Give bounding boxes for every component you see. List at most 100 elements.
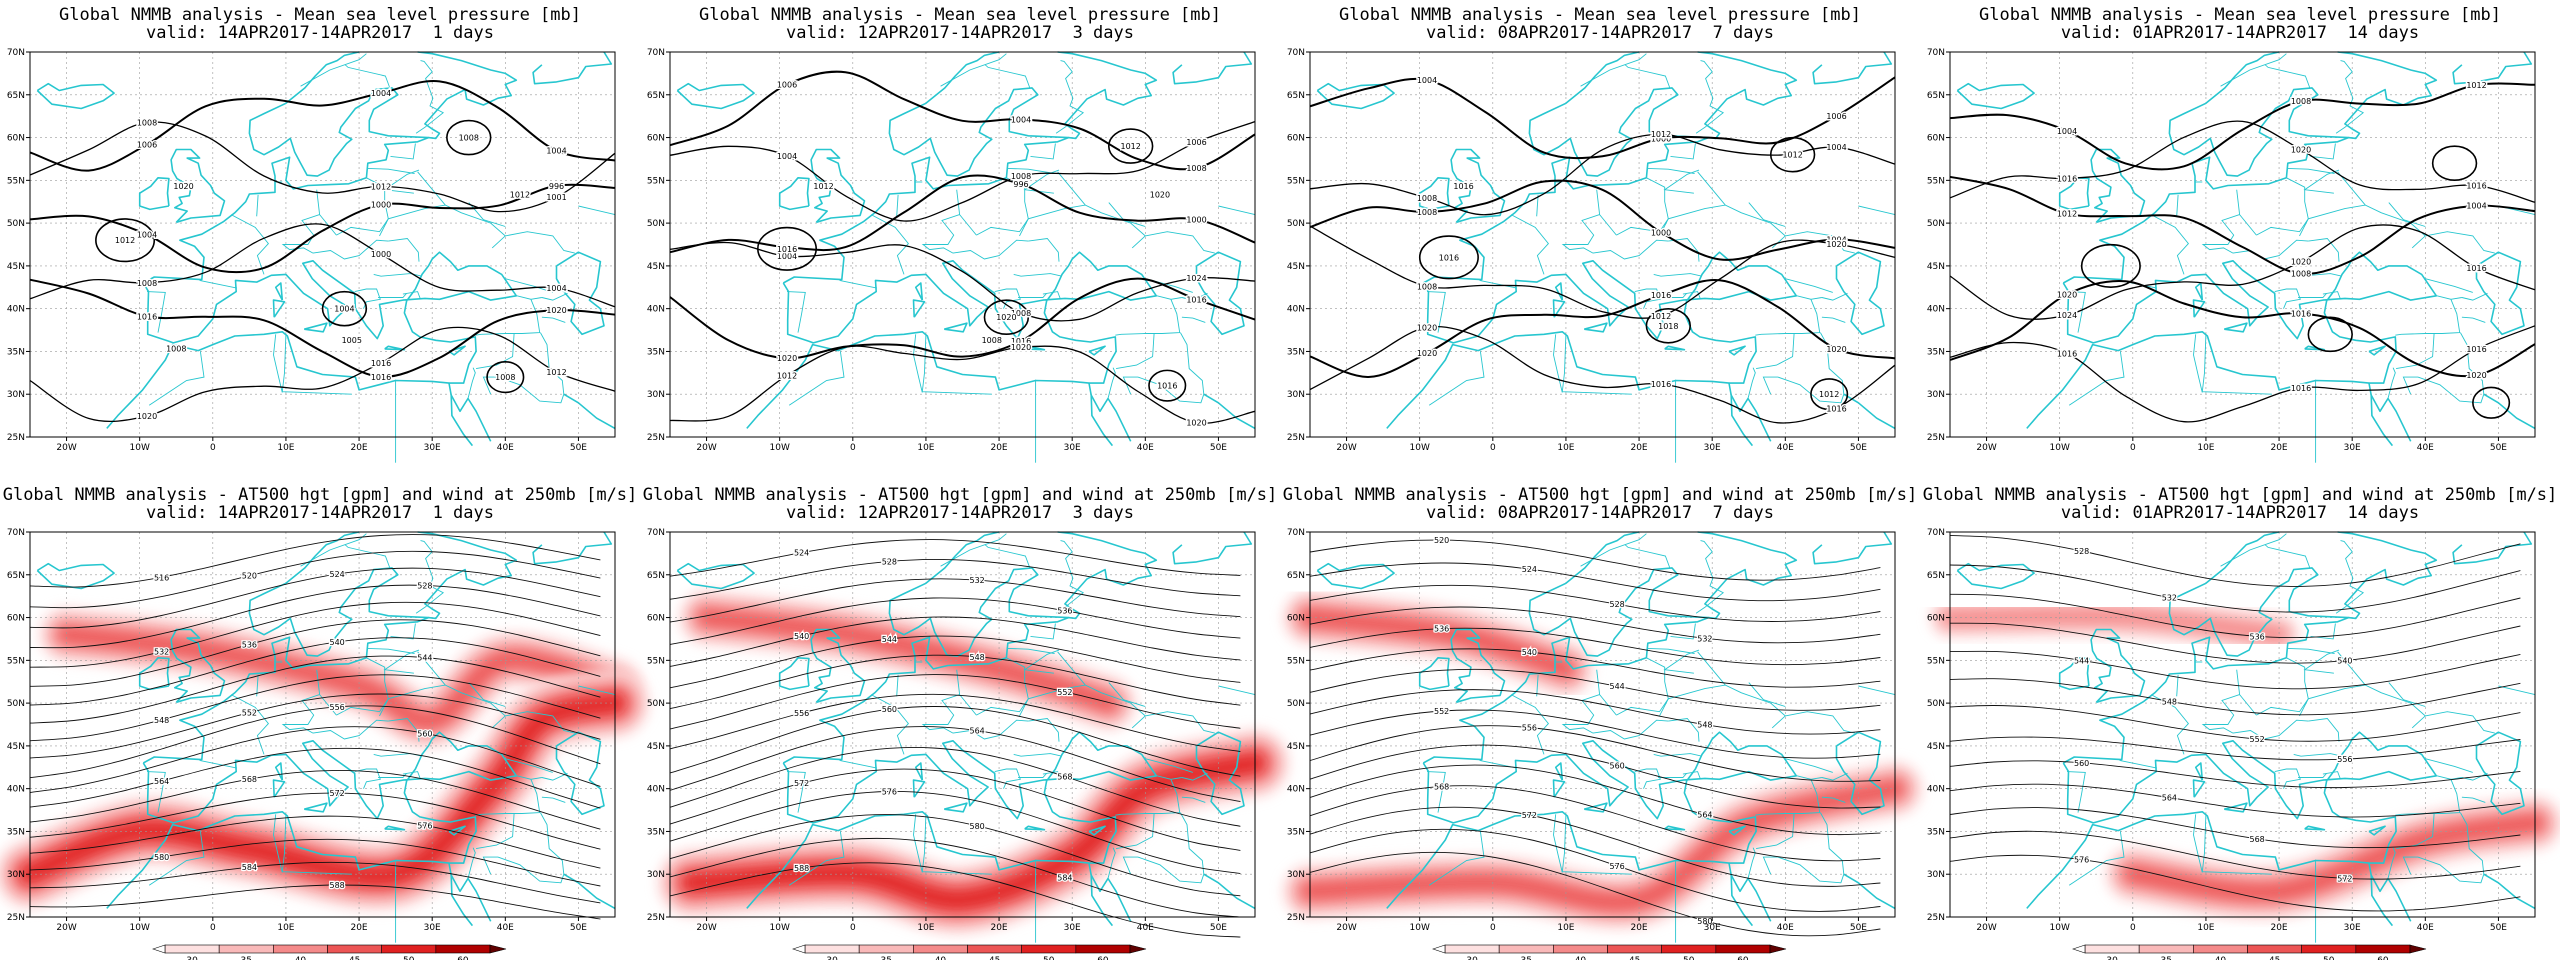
contour-label: 1020 (137, 412, 157, 421)
country-border (2461, 292, 2488, 301)
country-border (1019, 204, 1146, 249)
country-border (1785, 231, 1855, 254)
country-border (1810, 297, 1822, 300)
y-tick-label: 60N (647, 134, 665, 144)
height-contour (1309, 648, 1881, 688)
coastline (417, 51, 518, 140)
contour-label: 540 (794, 632, 809, 641)
lat-lon-grid (30, 532, 615, 917)
y-tick-label: 45N (7, 262, 25, 272)
coastline (1835, 251, 1885, 336)
coastline (106, 251, 518, 429)
colorbar-tick-label: 30 (186, 956, 198, 960)
coastline (274, 762, 284, 781)
country-border (839, 759, 877, 769)
coastline (2475, 731, 2525, 816)
colorbar-min-arrow (2072, 944, 2086, 954)
y-tick-label: 25N (647, 913, 665, 923)
country-border (2308, 718, 2340, 742)
coastline (1812, 531, 1893, 565)
y-tick-label: 60N (1287, 134, 1305, 144)
coastline (448, 345, 466, 356)
country-border (230, 694, 269, 755)
country-border (1181, 292, 1208, 301)
country-border (1116, 333, 1155, 370)
contour-labels: 516 520 524 528 532 536 540 544 548 552 556 560 564 5… (153, 569, 434, 891)
coastline (2452, 531, 2533, 565)
coastline (1664, 825, 1686, 831)
country-border (2322, 291, 2341, 300)
contour-label: 1020 (1186, 419, 1206, 428)
colorbar-swatch (858, 944, 914, 954)
height-contour (669, 726, 1241, 802)
plot-background (1950, 52, 2535, 437)
y-tick-label: 25N (7, 913, 25, 923)
contour-label: 1006 (137, 140, 157, 149)
contour-label: 560 (882, 705, 897, 714)
height-contour (1309, 606, 1881, 644)
contour-label: 1008 (1011, 172, 1031, 181)
country-border (959, 214, 977, 236)
country-border (1180, 332, 1205, 395)
height-contour (1309, 709, 1881, 759)
country-border (273, 334, 283, 393)
x-tick-label: 40E (1777, 443, 1794, 453)
contour-label: 564 (154, 777, 169, 786)
country-border (1426, 291, 1446, 333)
country-border (839, 279, 877, 289)
country-border (1682, 291, 1701, 300)
country-border (1007, 167, 1055, 174)
country-border (1218, 685, 1256, 696)
country-border (2461, 316, 2486, 323)
x-tick-label: 50E (2490, 923, 2507, 933)
height-contour (1309, 806, 1881, 887)
country-border (1747, 847, 1756, 879)
country-border (1018, 293, 1047, 298)
x-tick-label: 0 (210, 923, 216, 933)
country-border (2425, 231, 2495, 254)
y-tick-label: 25N (1927, 433, 1945, 443)
contour-label: 1004 (777, 252, 797, 261)
height-contour (1309, 562, 1881, 602)
coastline (1422, 531, 1710, 764)
country-border (913, 814, 923, 873)
country-border (2274, 768, 2301, 789)
height-contour (29, 601, 601, 668)
isobars (669, 70, 1256, 424)
country-border (1858, 205, 1896, 216)
coastline (1697, 51, 1798, 140)
y-tick-label: 40N (1287, 785, 1305, 795)
country-border (940, 533, 1007, 567)
coastline (532, 51, 613, 85)
y-tick-label: 70N (1927, 48, 1945, 58)
country-border (2068, 351, 2125, 406)
contour-label: 1016 (2291, 384, 2311, 393)
contour-label: 1000 (1186, 215, 1206, 224)
contour-label: 552 (1057, 688, 1072, 697)
country-border (921, 334, 992, 395)
coastline (384, 345, 406, 351)
coastline (450, 395, 474, 447)
contour-label: 1000 (777, 243, 797, 252)
contour-label: 1000 (1651, 228, 1671, 237)
colorbar-swatch (913, 944, 968, 954)
closed-isobar (2307, 316, 2353, 353)
height-contour (29, 637, 601, 706)
contour-label: 556 (2337, 755, 2352, 764)
coastline (746, 251, 1158, 429)
x-tick-label: 20E (2270, 923, 2287, 933)
country-border (281, 814, 352, 875)
country-border (373, 273, 423, 277)
coastline (2483, 873, 2536, 910)
coastline (138, 657, 170, 691)
country-border (1116, 813, 1155, 850)
height-contour (1949, 705, 2521, 742)
panel-subtitle: valid: 08APR2017-14APR2017 7 days (1426, 503, 1774, 523)
x-tick-label: 10W (2050, 923, 2070, 933)
country-border (2335, 540, 2365, 614)
height-contour (1309, 851, 1881, 937)
x-tick-label: 10W (130, 923, 150, 933)
height-contour (1309, 689, 1881, 735)
contour-label: 1016 (2291, 309, 2311, 318)
country-border (921, 189, 961, 254)
